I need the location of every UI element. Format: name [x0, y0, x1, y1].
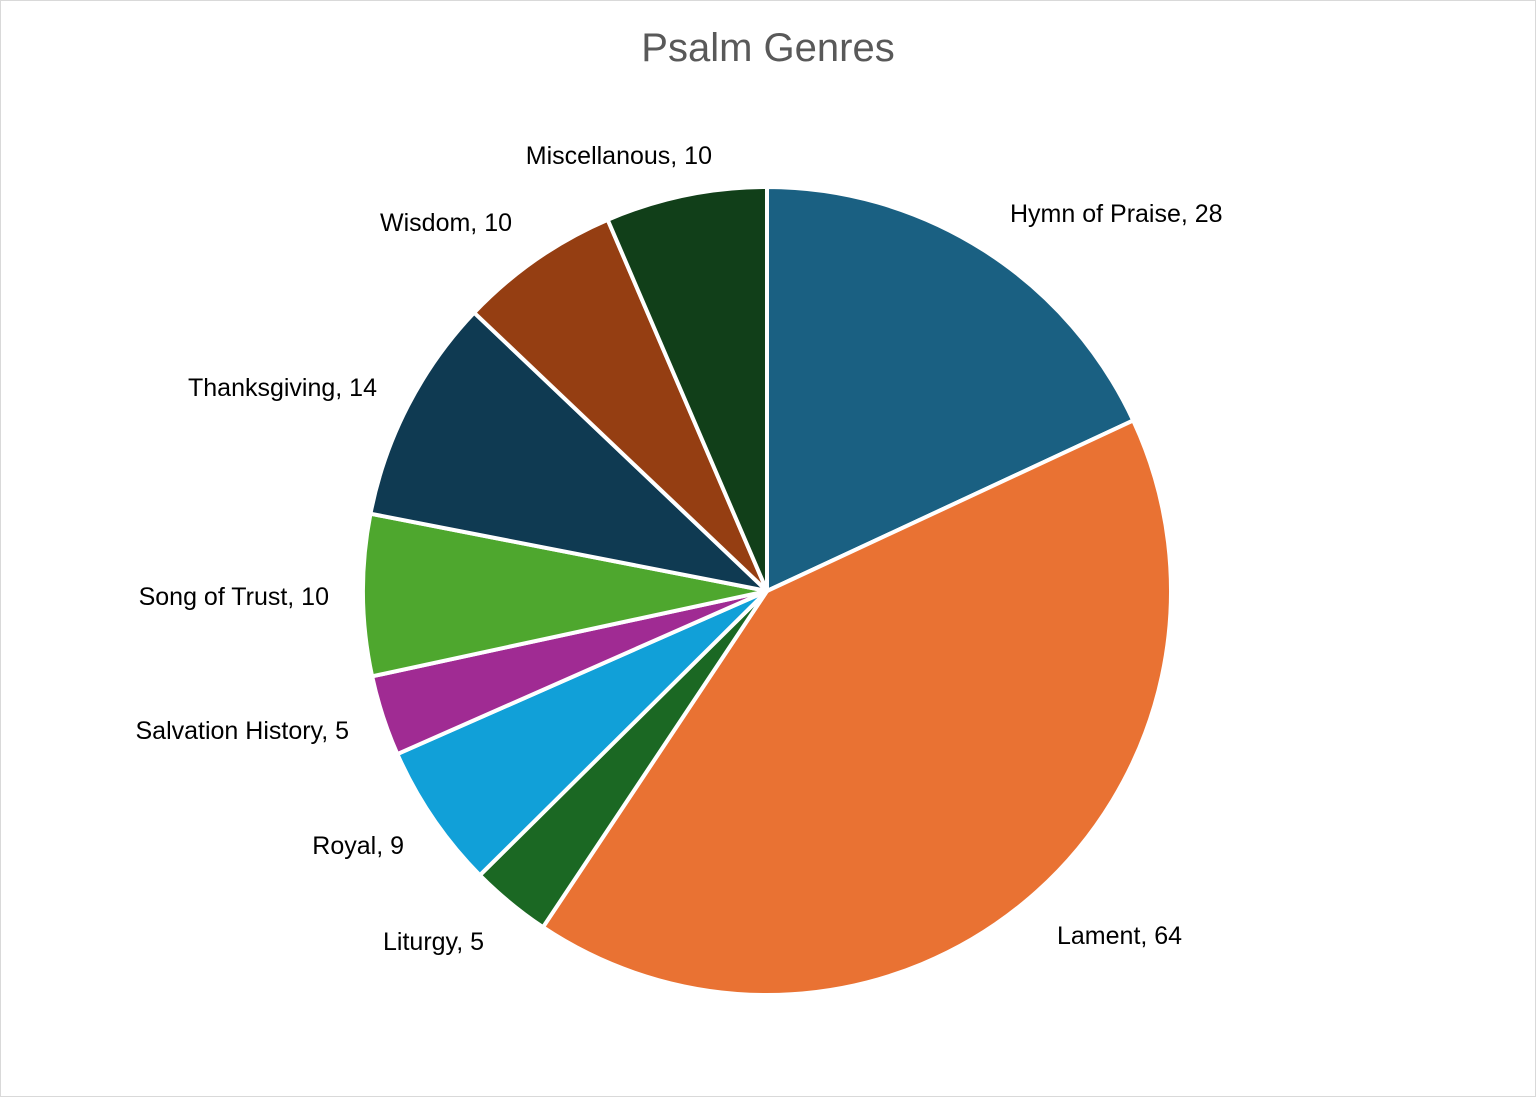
- pie-slice-song-of-trust: [361, 511, 769, 679]
- data-label-royal: Royal, 9: [312, 832, 404, 860]
- pie-slice-hymn-of-praise: [765, 185, 1136, 593]
- pie-slices: [361, 185, 1173, 997]
- pie-slice-lament: [540, 418, 1173, 997]
- pie-data-labels: Hymn of Praise, 28 Lament, 64 Liturgy, 5 Ro…: [135, 142, 1222, 956]
- data-label-miscellanous: Miscellanous, 10: [526, 142, 712, 170]
- pie-slice-wisdom: [472, 217, 769, 593]
- data-label-salvation-history: Salvation History, 5: [135, 717, 349, 745]
- data-label-liturgy: Liturgy, 5: [383, 928, 484, 956]
- data-label-song-of-trust: Song of Trust, 10: [139, 583, 329, 611]
- pie-slice-royal: [395, 589, 769, 878]
- data-label-thanksgiving: Thanksgiving, 14: [188, 374, 377, 402]
- data-label-hymn-of-praise: Hymn of Praise, 28: [1010, 200, 1223, 228]
- data-label-wisdom: Wisdom, 10: [380, 209, 512, 237]
- chart-title: Psalm Genres: [641, 26, 895, 70]
- pie-slice-thanksgiving: [368, 310, 769, 593]
- pie-slice-miscellanous: [605, 185, 769, 593]
- data-label-lament: Lament, 64: [1057, 922, 1182, 950]
